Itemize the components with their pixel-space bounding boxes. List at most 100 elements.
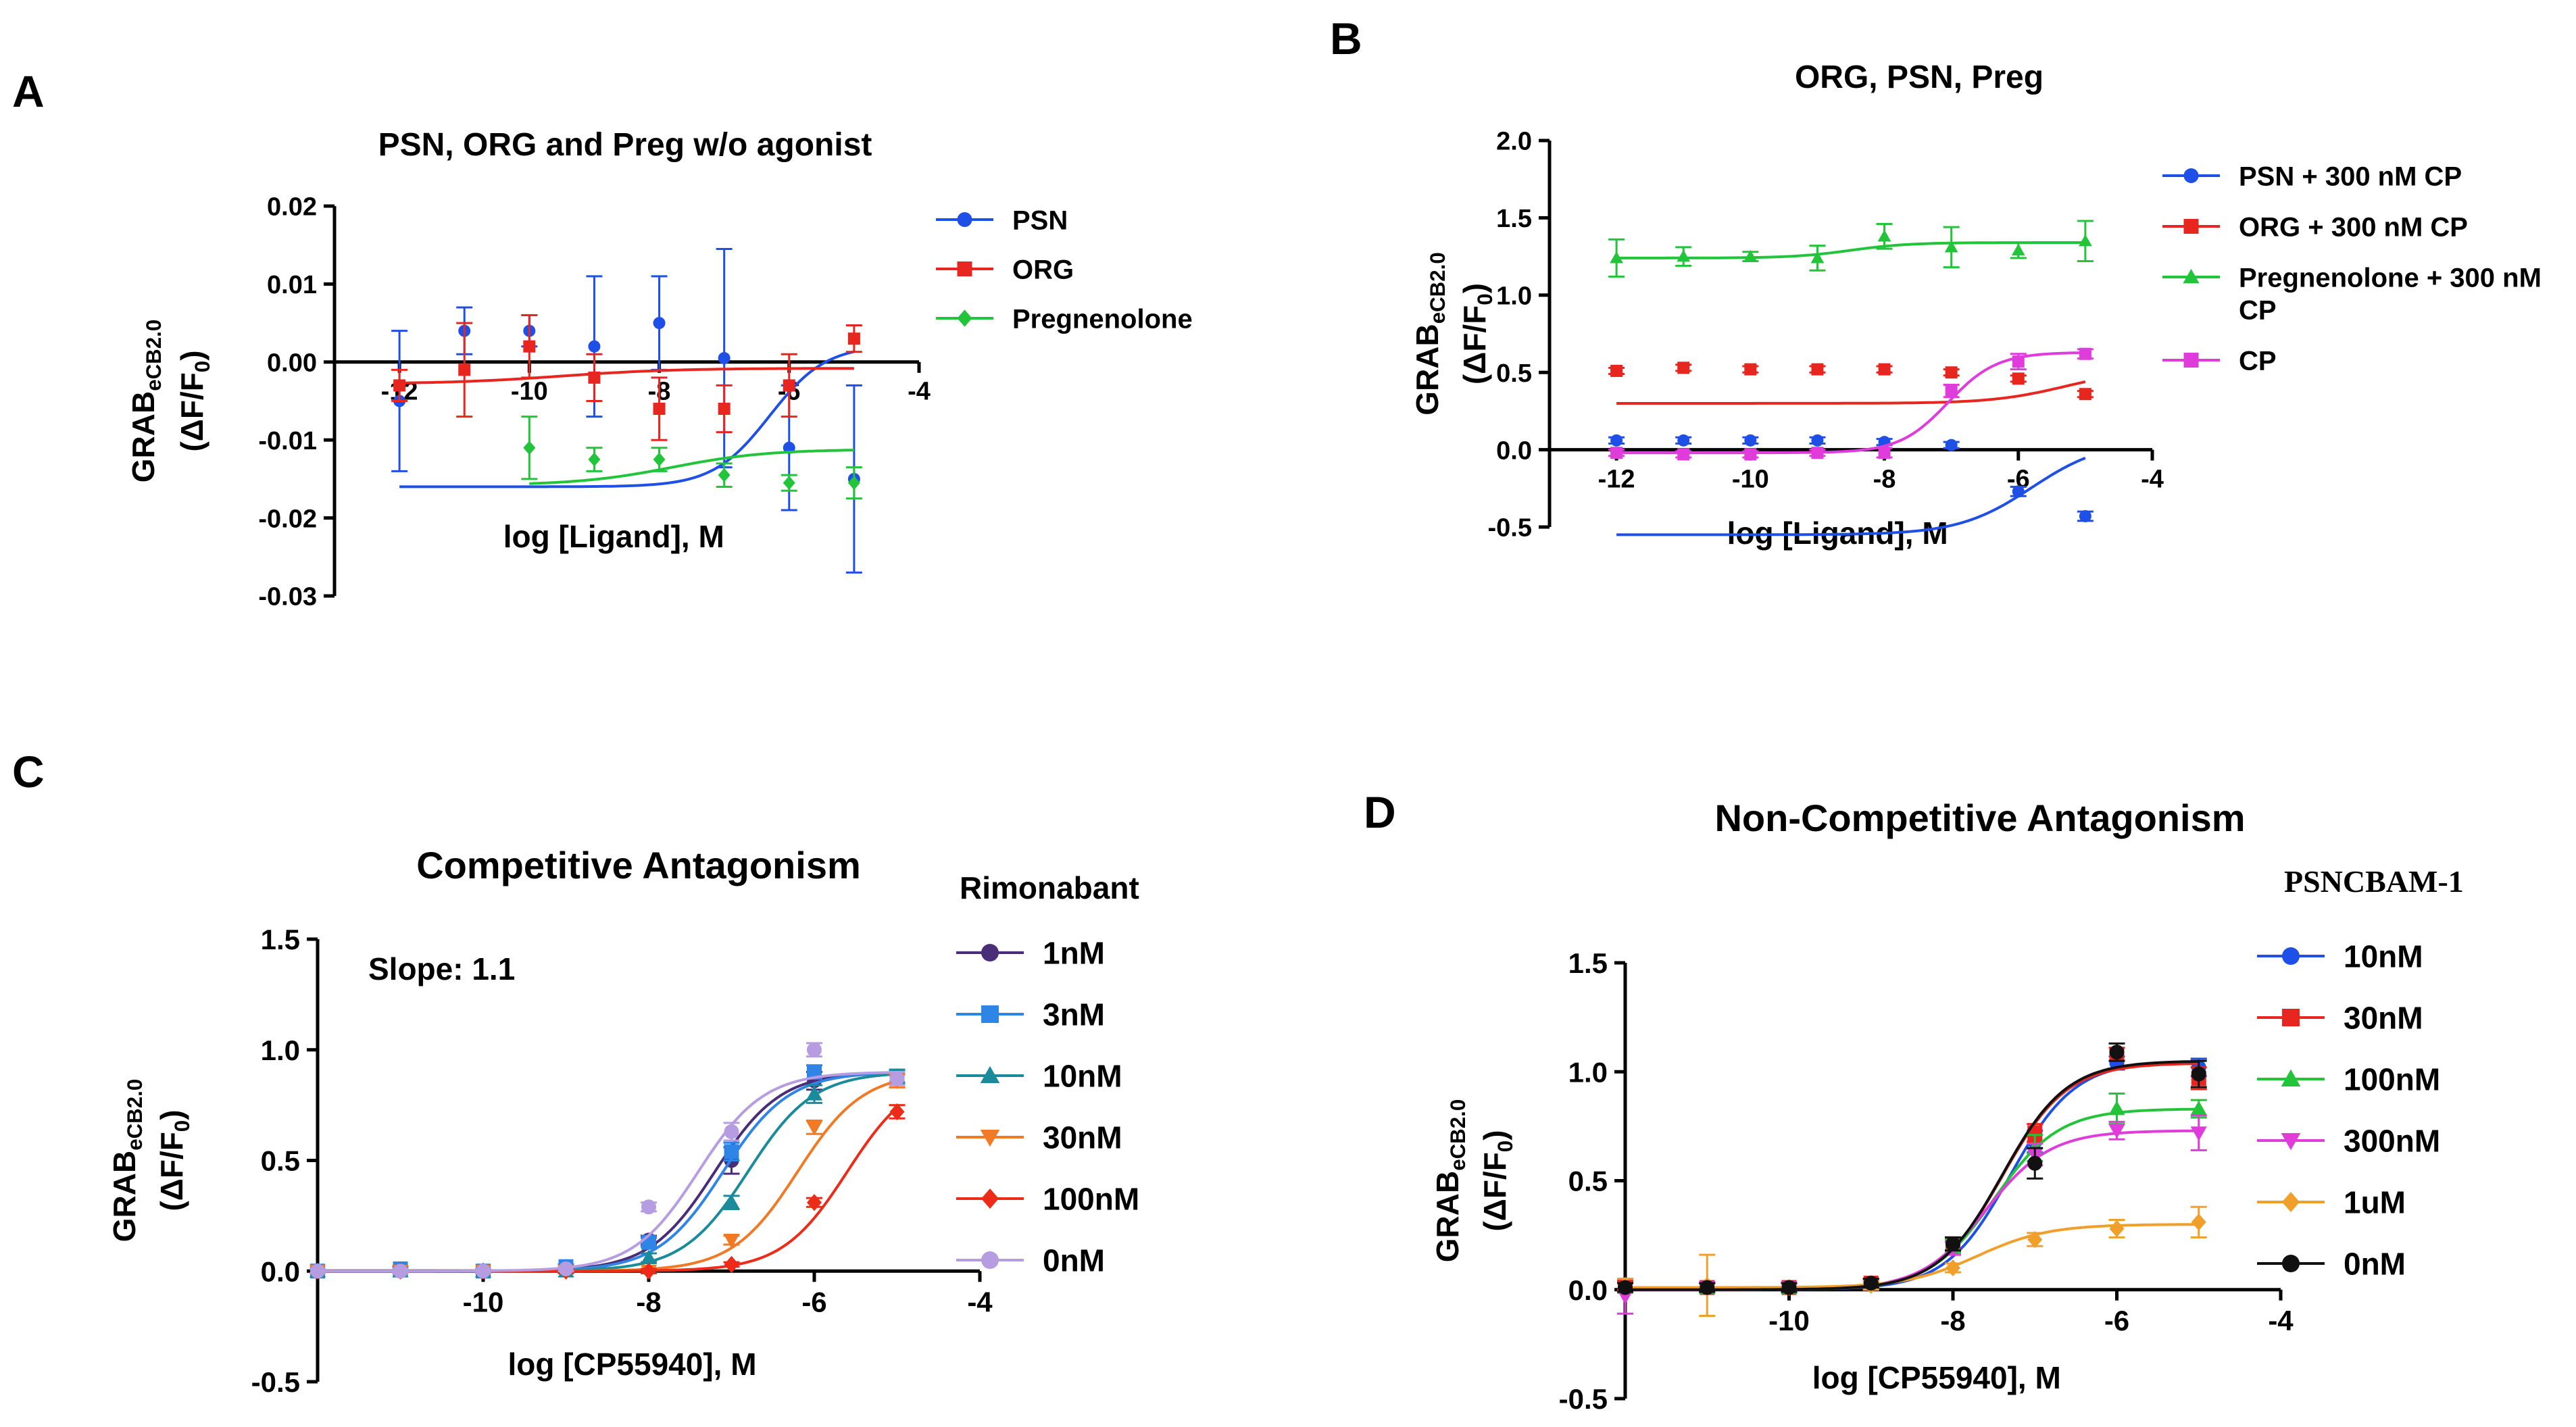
data-point: [653, 317, 666, 330]
data-point: [653, 403, 666, 416]
legend-marker: [981, 1188, 999, 1209]
legend-item: 1uM: [2257, 1185, 2406, 1220]
x-tick-label: -12: [1598, 466, 1635, 494]
legend-item: 0nM: [2257, 1247, 2406, 1282]
legend: PSNCBAM-1 10nM 30nM 100nM 300nM 1uM 0nM: [2257, 864, 2464, 1282]
legend-item: 10nM: [2257, 939, 2423, 974]
data-point: [2190, 1100, 2207, 1116]
legend-item: ORG + 300 nM CP: [2162, 212, 2468, 242]
x-tick-label: -4: [2268, 1305, 2294, 1336]
legend-title: Rimonabant: [960, 870, 1139, 905]
legend-item: 10nM: [956, 1059, 1122, 1094]
legend-marker: [2183, 353, 2199, 368]
data-point: [2079, 347, 2091, 360]
data-point: [2079, 509, 2091, 522]
panel-b: B ORG, PSN, Preg -0.5 0.0 0.5 1.0 1.5 2.0 -12 -10…: [1330, 14, 2542, 551]
data-point: [641, 1262, 656, 1280]
y-axis-label-sub: eCB2.0: [123, 1079, 147, 1151]
legend-marker: [957, 212, 972, 227]
legend-item: CP: [2162, 346, 2277, 376]
legend-label: 100nM: [2344, 1062, 2440, 1097]
fit-curve: [318, 1106, 898, 1273]
y-tick-label: 1.5: [1496, 205, 1532, 233]
legend-item: 1nM: [956, 936, 1105, 971]
data-point: [523, 340, 536, 353]
x-axis-label: log [CP55940], M: [1812, 1360, 2061, 1395]
data-point: [1878, 447, 1891, 459]
data-point: [1744, 363, 1757, 376]
y-axis-label-units-main: (ΔF/F: [1457, 305, 1492, 384]
series-0nm: [1617, 1042, 2207, 1295]
y-axis-label-main: GRAB: [1410, 324, 1445, 415]
y-axis-label-main: GRAB: [1430, 1171, 1465, 1262]
legend-item: 30nM: [956, 1120, 1122, 1155]
fit-curve: [1625, 1107, 2199, 1291]
legend-label: 300nM: [2344, 1124, 2440, 1159]
legend-marker: [980, 1129, 1000, 1147]
data-point: [2079, 388, 2091, 401]
data-point: [847, 476, 860, 491]
x-tick-label: -6: [2104, 1305, 2129, 1336]
data-point: [1677, 448, 1690, 461]
legend-item: 100nM: [956, 1182, 1139, 1217]
y-axis-label: GRABeCB2.0: [1430, 1099, 1470, 1262]
data-point: [558, 1261, 574, 1276]
legend-label: 10nM: [2344, 939, 2423, 974]
data-point: [1945, 384, 1958, 397]
data-point: [2109, 1045, 2125, 1060]
legend-label: 0nM: [1043, 1243, 1105, 1278]
data-point: [807, 1042, 822, 1057]
data-point: [1810, 251, 1825, 264]
legend-label: ORG + 300 nM CP: [2239, 212, 2468, 242]
fit-curve: [1625, 1059, 2199, 1291]
y-tick-label: 0.5: [1496, 359, 1532, 388]
data-point: [588, 371, 601, 384]
y-axis-label-units-sub: 0: [170, 1120, 194, 1132]
x-axis-label: log [CP55940], M: [507, 1347, 756, 1382]
data-point: [640, 1249, 658, 1264]
series-org: [391, 314, 862, 441]
y-axis-label-units-end: ): [1457, 283, 1492, 293]
data-point: [653, 452, 666, 467]
series-30nm: [1617, 1047, 2207, 1295]
x-tick-label: -4: [908, 378, 931, 406]
data-point: [2191, 1213, 2206, 1231]
data-point: [393, 1263, 408, 1279]
legend-item: 300nM: [2257, 1124, 2440, 1159]
data-point: [2027, 1230, 2043, 1249]
y-axis-label-units: (ΔF/F0): [154, 1109, 194, 1211]
x-tick-label: -10: [1732, 466, 1769, 494]
data-point: [889, 1103, 905, 1121]
data-point: [718, 403, 730, 416]
data-point: [1610, 434, 1623, 447]
data-point: [641, 1234, 656, 1250]
x-tick-label: -10: [1768, 1305, 1810, 1336]
fit-curve: [1616, 241, 2085, 259]
legend-label: 30nM: [2344, 1001, 2423, 1036]
chart-title: ORG, PSN, Preg: [1795, 59, 2044, 95]
fit-curve: [318, 1080, 898, 1273]
data-point: [458, 364, 471, 376]
fit-curve: [318, 1071, 897, 1273]
legend-marker: [981, 1005, 999, 1023]
y-axis-label: GRABeCB2.0: [1410, 252, 1450, 415]
y-axis-label-sub: eCB2.0: [1426, 252, 1450, 324]
data-point: [1811, 434, 1824, 447]
x-tick-label: -8: [636, 1286, 661, 1318]
legend-marker: [2183, 268, 2200, 284]
legend-label: 100nM: [1043, 1182, 1139, 1217]
y-tick-label: 0.01: [267, 271, 317, 299]
x-tick-label: -8: [1873, 466, 1896, 494]
legend-label: 10nM: [1043, 1059, 1122, 1094]
x-axis-label: log [Ligand], M: [503, 519, 724, 554]
series-10nm: [1617, 1055, 2207, 1295]
legend-item: ORG: [936, 255, 1074, 284]
legend-label: PSN + 300 nM CP: [2239, 161, 2462, 191]
data-point: [1677, 434, 1690, 447]
y-tick-label: 1.5: [1568, 947, 1608, 979]
data-point: [1744, 434, 1757, 447]
y-tick-label: 1.0: [1496, 282, 1532, 310]
legend-label: 3nM: [1043, 997, 1105, 1032]
data-point: [723, 1234, 740, 1249]
legend-item: 3nM: [956, 997, 1105, 1032]
